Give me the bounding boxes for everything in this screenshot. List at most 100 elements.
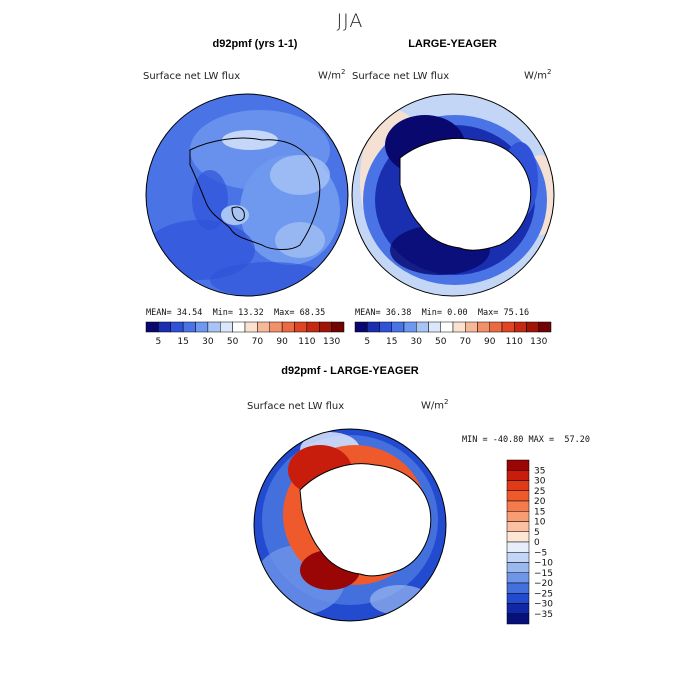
colorbar-right-swatch [514, 321, 527, 333]
colorbar-left-swatch [232, 321, 246, 333]
colorbar-left-tick-label: 110 [298, 337, 315, 347]
colorbar-right-tick-label: 30 [411, 337, 423, 347]
map-right [352, 94, 554, 296]
colorbar-diff-tick-label: 0 [534, 538, 540, 548]
map-left-border [145, 93, 349, 297]
colorbar-diff-tick-label: −25 [534, 589, 553, 599]
colorbar-diff-swatch [506, 603, 530, 614]
map-left [146, 94, 348, 296]
panel-title-left: d92pmf (yrs 1-1) [212, 38, 298, 50]
colorbar-right-swatch [526, 321, 539, 333]
colorbar-right-swatch [465, 321, 478, 333]
colorbar-left-swatch [257, 321, 270, 333]
colorbar-diff-swatch [506, 613, 530, 625]
colorbar-diff-swatch [506, 582, 530, 594]
colorbar-diff-swatch [506, 562, 530, 573]
colorbar-left-tick-label: 130 [323, 337, 340, 347]
colorbar-left-swatch [331, 321, 345, 333]
colorbar-right-tick-label: 90 [484, 337, 496, 347]
colorbar-right-tick-label: 5 [364, 337, 370, 347]
colorbar-diff-tick-label: 20 [534, 497, 546, 507]
colorbar-left-swatch [158, 321, 171, 333]
colorbar-left-swatch [306, 321, 320, 333]
colorbar-left-swatch [319, 321, 332, 333]
map-right-border [351, 93, 555, 297]
colorbar-diff-swatch [506, 593, 530, 604]
colorbar-diff-tick-label: 35 [534, 466, 545, 476]
colorbar-left-swatch [269, 321, 283, 333]
colorbar-diff-tick-label: 30 [534, 477, 546, 487]
colorbar-diff-tick-label: −20 [534, 579, 553, 589]
colorbar-left-swatch [244, 321, 258, 333]
colorbar-left-tick-label: 15 [177, 337, 188, 347]
stats-left: MEAN= 34.54 Min= 13.32 Max= 68.35 [146, 308, 326, 318]
units-diff: W/m2 [421, 398, 449, 412]
colorbar-right-swatch [367, 321, 380, 333]
colorbar-diff-tick-label: −35 [534, 610, 553, 620]
colorbar-left-tick-label: 50 [227, 337, 239, 347]
colorbar-diff-tick-label: −10 [534, 559, 553, 569]
colorbar-diff-swatch [506, 490, 530, 502]
colorbar-diff-tick-label: −5 [534, 548, 547, 558]
colorbar-diff-tick-label: 25 [534, 487, 545, 497]
panel-title-right: LARGE-YEAGER [408, 38, 497, 50]
stats-right: MEAN= 36.38 Min= 0.00 Max= 75.16 [355, 308, 530, 318]
colorbar-left-swatch [294, 321, 308, 333]
units-right: W/m2 [524, 68, 552, 82]
colorbar-right: 5 15 30 50 70 90 110 130 [354, 321, 552, 347]
colorbar-left-tick-label: 5 [156, 337, 162, 347]
stats-diff: MIN = -40.80 MAX = 57.20 [462, 435, 590, 445]
colorbar-diff-swatch [506, 541, 530, 553]
colorbar-right-swatch [440, 321, 454, 333]
colorbar-diff-swatch [506, 470, 530, 481]
colorbar-right-swatch [354, 321, 368, 333]
colorbar-left-swatch [207, 321, 221, 333]
colorbar-left-tick-label: 30 [202, 337, 214, 347]
colorbar-right-tick-label: 70 [460, 337, 472, 347]
colorbar-diff-tick-label: −15 [534, 569, 553, 579]
colorbar-left-swatch [281, 321, 295, 333]
colorbar-left-tick-label: 70 [252, 337, 264, 347]
colorbar-right-tick-label: 110 [506, 337, 523, 347]
map-diff-border [253, 428, 447, 622]
colorbar-right-swatch [416, 321, 429, 333]
colorbar-left-swatch [145, 321, 159, 333]
colorbar-diff-tick-label: −30 [534, 600, 553, 610]
colorbar-diff-swatch [506, 552, 530, 563]
colorbar-left-swatch [220, 321, 233, 333]
colorbar-left-swatch [195, 321, 209, 333]
colorbar-right-swatch [501, 321, 515, 333]
colorbar-right-swatch [538, 321, 552, 333]
units-left: W/m2 [318, 68, 346, 82]
colorbar-diff-swatch [506, 511, 530, 522]
colorbar-right-swatch [379, 321, 392, 333]
colorbar-diff-swatch [506, 459, 530, 471]
colorbar-right-swatch [477, 321, 490, 333]
colorbar-diff-tick-label: 15 [534, 507, 545, 517]
colorbar-right-swatch [489, 321, 503, 333]
colorbar-left: 5 15 30 50 70 90 110 130 [145, 321, 345, 347]
colorbar-diff-swatch [506, 572, 530, 584]
colorbar-diff-swatch [506, 500, 530, 512]
colorbar-left-swatch [182, 321, 196, 333]
field-label-diff: Surface net LW flux [247, 401, 345, 412]
colorbar-diff-swatch [506, 531, 530, 543]
colorbar-left-tick-label: 90 [276, 337, 288, 347]
colorbar-diff-tick-label: 5 [534, 528, 540, 538]
colorbar-right-tick-label: 50 [435, 337, 447, 347]
field-label-right: Surface net LW flux [352, 71, 450, 82]
colorbar-right-swatch [428, 321, 441, 333]
colorbar-right-swatch [403, 321, 417, 333]
colorbar-right-tick-label: 15 [386, 337, 397, 347]
colorbar-right-swatch [452, 321, 466, 333]
colorbar-diff-swatch [506, 480, 530, 491]
panel-title-diff: d92pmf - LARGE-YEAGER [281, 365, 419, 377]
colorbar-right-swatch [391, 321, 405, 333]
colorbar-diff-tick-label: 10 [534, 518, 546, 528]
figure-title: JJA [336, 10, 364, 32]
colorbar-right-tick-label: 130 [530, 337, 547, 347]
colorbar-diff-swatch [506, 521, 530, 532]
map-diff [254, 429, 446, 621]
